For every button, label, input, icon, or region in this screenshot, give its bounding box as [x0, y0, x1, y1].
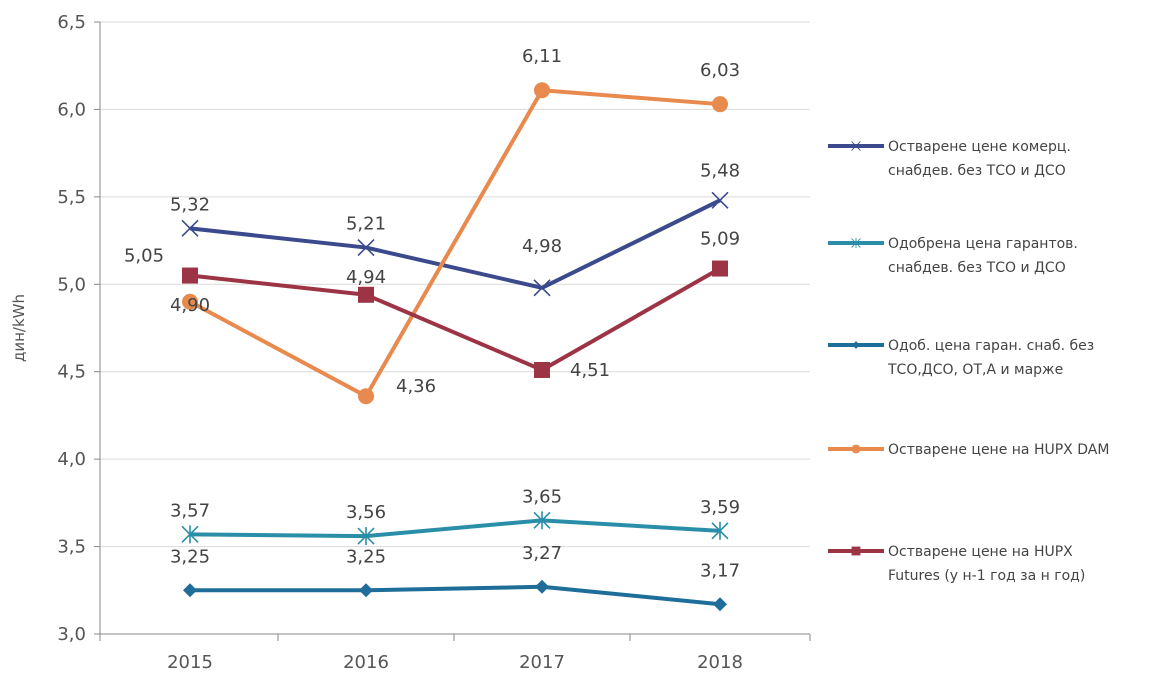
- legend-label: Futures (у н-1 год за н год): [888, 568, 1085, 584]
- data-label: 6,11: [522, 46, 562, 67]
- data-point: [534, 361, 550, 378]
- legend-item-4: Остварене цене на HUPX DAM: [828, 442, 1109, 458]
- y-tick-label: 5,5: [57, 187, 86, 208]
- data-label: 4,36: [396, 376, 436, 397]
- data-point: [181, 219, 199, 237]
- data-label: 3,25: [346, 546, 386, 567]
- data-point: [535, 579, 549, 594]
- legend-label: Остварене цене на HUPX DAM: [888, 442, 1109, 458]
- data-point: [711, 521, 729, 540]
- data-label: 4,51: [570, 360, 610, 381]
- y-tick-label: 4,5: [57, 362, 86, 383]
- data-point: [712, 96, 728, 113]
- legend-marker: [852, 341, 860, 349]
- data-point: [182, 267, 198, 284]
- legend-label: Одоб. цена гаран. снаб. без: [888, 338, 1094, 354]
- data-label: 6,03: [700, 60, 740, 81]
- legend-marker: [851, 444, 861, 454]
- y-tick-label: 6,0: [57, 99, 86, 120]
- data-label: 3,65: [522, 486, 562, 507]
- legend-label: снабдев. без ТСО и ДСО: [888, 163, 1066, 179]
- data-labels: 5,32 5,21 4,98 5,48 3,57 3,56 3,65 3,59 3,25 3,25…: [124, 46, 740, 581]
- x-tick-label: 2016: [343, 652, 389, 673]
- data-point: [182, 293, 198, 310]
- x-tick-label: 2018: [697, 652, 743, 673]
- y-tick-label: 3,5: [57, 537, 86, 558]
- data-point: [357, 239, 375, 257]
- y-tick-label: 4,0: [57, 449, 86, 470]
- data-point: [358, 388, 374, 405]
- data-label: 3,56: [346, 502, 386, 523]
- series-line: [189, 198, 721, 290]
- series-4: [182, 82, 728, 405]
- legend-item-5: Остварене цене на HUPX Futures (у н-1 год…: [828, 544, 1085, 584]
- data-label: 3,25: [170, 546, 210, 567]
- data-label: 3,59: [700, 497, 740, 518]
- series-3: [183, 579, 727, 612]
- legend-label: Одобрена цена гарантов.: [888, 236, 1078, 252]
- legend-label: ТСО,ДСО, ОТ,А и марже: [887, 362, 1063, 378]
- series-5: [182, 260, 728, 378]
- legend-item-2: Одобрена цена гарантов. снабдев. без ТСО …: [828, 236, 1078, 276]
- data-point: [713, 597, 727, 612]
- data-point: [534, 82, 550, 99]
- y-tick-label: 5,0: [57, 274, 86, 295]
- x-axis-ticks: 2015 2016 2017 2018: [99, 634, 811, 673]
- gridlines: [100, 21, 810, 548]
- x-tick-label: 2015: [167, 652, 213, 673]
- series-1: [181, 191, 729, 297]
- data-label: 4,90: [170, 295, 210, 316]
- data-point: [358, 286, 374, 303]
- data-label: 5,05: [124, 246, 164, 267]
- series-line: [189, 518, 721, 539]
- data-point: [711, 191, 729, 209]
- data-point: [359, 583, 373, 598]
- axes: [99, 22, 810, 635]
- legend-item-3: Одоб. цена гаран. снаб. без ТСО,ДСО, ОТ,А…: [828, 338, 1094, 378]
- series-line: [189, 88, 721, 399]
- data-label: 3,27: [522, 543, 562, 564]
- data-label: 5,32: [170, 194, 210, 215]
- legend-item-1: Остварене цене комерц. снабдев. без ТСО и…: [828, 139, 1071, 179]
- legend-label: снабдев. без ТСО и ДСО: [888, 260, 1066, 276]
- series-line: [190, 584, 721, 607]
- y-axis-label: дин/kWh: [10, 294, 28, 362]
- data-label: 4,98: [522, 236, 562, 257]
- data-label: 5,09: [700, 229, 740, 250]
- data-label: 5,48: [700, 160, 740, 181]
- data-point: [357, 527, 375, 546]
- legend-marker: [851, 141, 861, 151]
- data-point: [533, 511, 551, 530]
- legend-marker: [851, 238, 861, 248]
- series-2: [181, 511, 729, 546]
- data-point: [181, 525, 199, 544]
- legend-marker: [851, 546, 861, 556]
- x-tick-label: 2017: [519, 652, 565, 673]
- data-point: [712, 260, 728, 277]
- legend-label: Остварене цене комерц.: [888, 139, 1071, 155]
- legend-label: Остварене цене на HUPX: [888, 544, 1073, 560]
- legend: Остварене цене комерц. снабдев. без ТСО и…: [828, 139, 1109, 584]
- y-tick-label: 3,0: [57, 624, 86, 645]
- data-label: 4,94: [346, 267, 386, 288]
- data-label: 3,57: [170, 500, 210, 521]
- y-tick-label: 6,5: [57, 12, 86, 33]
- data-point: [183, 583, 197, 598]
- series-line: [189, 266, 721, 372]
- data-point: [533, 279, 551, 297]
- series-group: [181, 82, 729, 612]
- data-label: 3,17: [700, 560, 740, 581]
- data-label: 5,21: [346, 214, 386, 235]
- y-axis-ticks: 3,0 3,5 4,0 4,5 5,0 5,5 6,0 6,5: [57, 12, 100, 645]
